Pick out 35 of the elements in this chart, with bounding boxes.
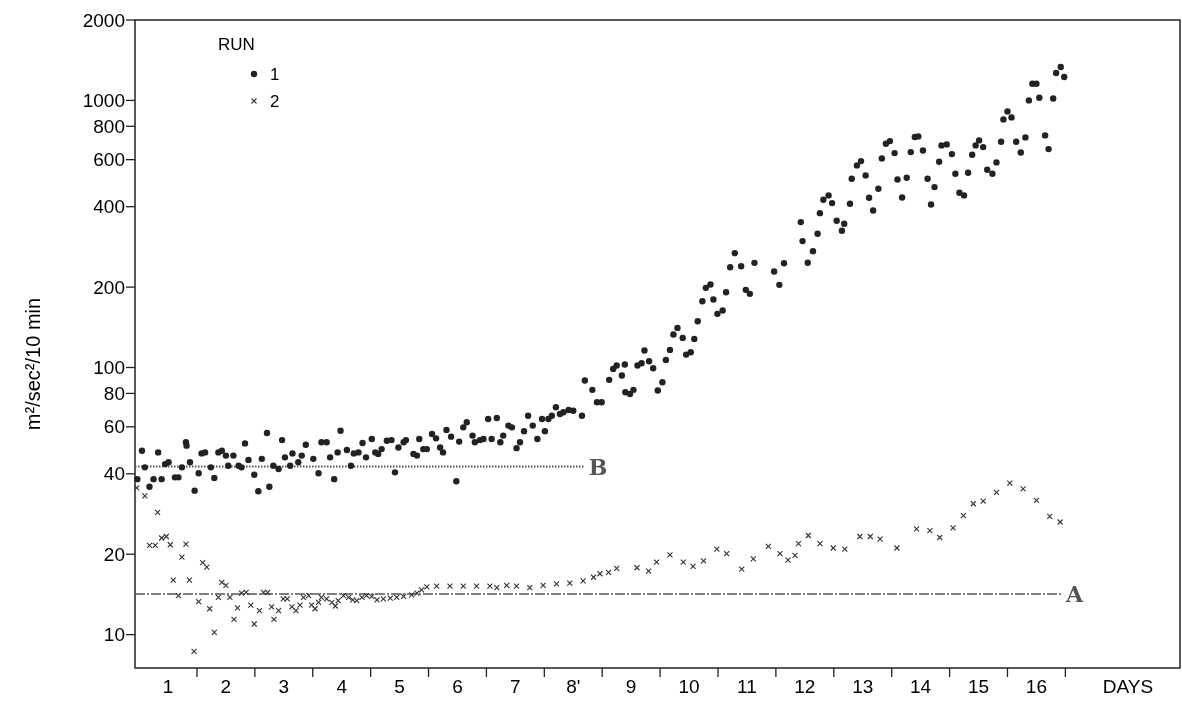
x-tick-label: 8': [566, 676, 581, 697]
x-tick-label: 7: [510, 676, 521, 697]
y-tick-label: 40: [103, 463, 125, 485]
x-tick-label: 5: [394, 676, 405, 697]
y-tick-label: 80: [103, 383, 125, 405]
x-tick-label: 3: [278, 676, 290, 697]
x-tick-label: 11: [737, 676, 757, 697]
y-tick-label: 2000: [82, 9, 125, 31]
x-tick-label: 10: [678, 676, 700, 697]
x-tick-label: 1: [162, 676, 174, 697]
y-axis-title: m²/sec²/10 min: [22, 297, 44, 431]
x-tick-label: 9: [625, 676, 637, 697]
y-tick-label: 20: [103, 543, 125, 565]
y-tick-label: 200: [93, 276, 125, 298]
x-tick-label: 14: [910, 676, 932, 697]
y-tick-label: 400: [93, 196, 125, 218]
y-tick-label: 800: [93, 115, 125, 137]
y-tick-label: 600: [93, 149, 125, 171]
x-tick-label: 12: [794, 676, 816, 697]
x-tick-label: 4: [336, 676, 348, 697]
y-tick-label: 100: [93, 357, 125, 379]
series-label: A: [1064, 580, 1084, 607]
x-tick-label: 15: [967, 676, 990, 697]
legend-title: RUN: [218, 35, 255, 54]
x-tick-label: 2: [220, 676, 232, 697]
x-tick-label: 16: [1025, 676, 1047, 697]
x-tick-label: 13: [852, 676, 874, 697]
x-axis-title: DAYS: [1102, 676, 1154, 697]
y-tick-label: 10: [103, 624, 125, 646]
series-label: B: [588, 453, 608, 480]
legend-label: 2: [270, 92, 280, 111]
y-tick-label: 60: [103, 416, 125, 438]
y-tick-label: 1000: [82, 90, 125, 112]
legend-label: 1: [270, 65, 280, 84]
x-tick-label: 6: [452, 676, 463, 697]
